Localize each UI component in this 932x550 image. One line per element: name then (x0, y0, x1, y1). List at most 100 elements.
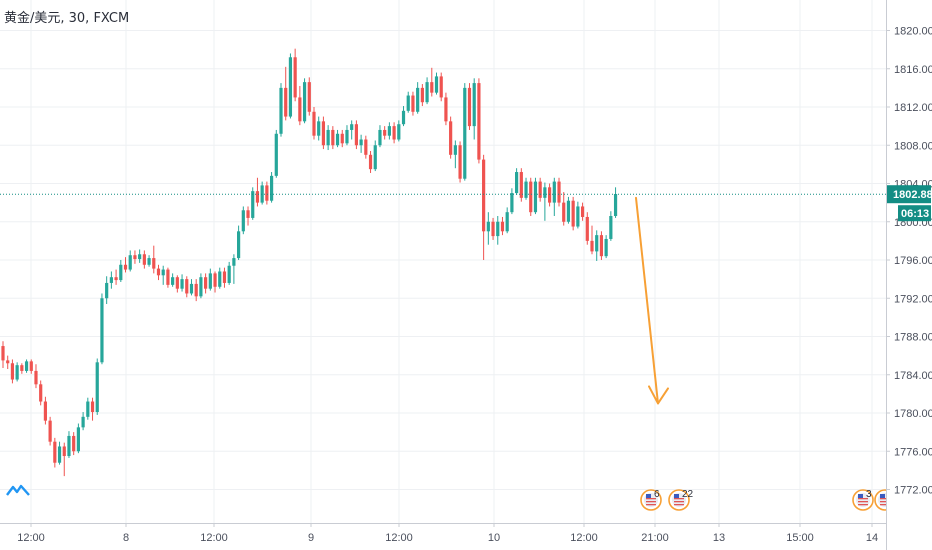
candle-down (20, 365, 24, 371)
price-tick-label: 1820.00 (894, 26, 932, 38)
time-tick-label: 13 (713, 532, 725, 544)
candle-up (180, 279, 184, 289)
candle-up (453, 145, 457, 155)
candle-down (293, 57, 297, 98)
time-tick-label: 12:00 (570, 532, 598, 544)
candle-up (147, 258, 151, 265)
candle-down (156, 268, 161, 276)
candle-up (161, 269, 165, 276)
candle-up (416, 87, 420, 112)
candle-down (477, 83, 481, 160)
forecast-arrow[interactable] (635, 196, 669, 405)
candle-down (255, 191, 260, 203)
price-tick-label: 1788.00 (894, 332, 932, 344)
event-flag-icon[interactable]: 22 (668, 489, 694, 511)
candle-up (510, 193, 514, 213)
candle-up (24, 361, 29, 371)
candle-down (34, 370, 38, 385)
candle-down (6, 360, 10, 364)
candle-up (486, 221, 490, 232)
candle-up (274, 133, 278, 176)
candle-up (505, 212, 509, 232)
candle-down (430, 82, 434, 93)
time-axis[interactable]: 12:00 8 12:00 9 12:00 10 12:00 21:00 13 15:00 14 (17, 523, 878, 544)
event-flag-icon[interactable]: 3 (852, 489, 874, 511)
candle-up (378, 129, 382, 146)
time-tick-label: 15:00 (786, 532, 814, 544)
candle-up (237, 231, 241, 259)
candle-up (279, 87, 283, 134)
candle-up (128, 255, 132, 270)
price-tick-label: 1796.00 (894, 255, 932, 267)
candle-down (213, 273, 217, 287)
time-tick-label: 14 (866, 532, 878, 544)
candle-down (222, 271, 227, 283)
candle-up (95, 362, 99, 413)
candle-series (1, 48, 618, 477)
ticker-label[interactable]: 黄金/美元, 30, FXCM (4, 11, 130, 26)
event-count: 3 (866, 489, 872, 500)
event-flag-icon[interactable]: 6 (640, 489, 662, 511)
candle-up (105, 282, 109, 299)
candle-down (383, 129, 387, 136)
candle-up (350, 124, 354, 130)
candle-up (171, 277, 175, 285)
candle-up (109, 277, 113, 283)
candle-down (354, 124, 358, 146)
tradingview-logo-icon[interactable] (5, 481, 31, 501)
candle-up (218, 271, 222, 287)
candle-down (312, 111, 316, 136)
candle-up (434, 76, 439, 93)
candle-down (321, 121, 326, 146)
candle-up (373, 145, 377, 170)
candle-down (152, 258, 156, 269)
candle-down (90, 401, 95, 413)
candle-up (401, 110, 406, 125)
candle-up (227, 265, 231, 283)
candle-up (81, 416, 85, 428)
candle-up (543, 187, 547, 198)
candle-down (449, 121, 453, 155)
price-axis-background[interactable] (886, 0, 932, 550)
candle-up (576, 206, 580, 227)
candle-down (519, 172, 523, 198)
time-tick-label: 21:00 (641, 532, 669, 544)
candle-up (199, 277, 203, 297)
candle-up (208, 273, 212, 289)
economic-events[interactable]: 6 22 3 (640, 489, 896, 511)
candle-up (86, 401, 90, 417)
candle-down (331, 129, 335, 146)
candle-up (100, 298, 104, 363)
candle-down (538, 181, 542, 198)
candle-up (119, 264, 123, 281)
candle-down (166, 269, 170, 285)
candle-up (269, 175, 274, 201)
candle-up (613, 194, 618, 217)
arrow-head (648, 385, 669, 405)
price-tick-label: 1816.00 (894, 64, 932, 76)
candle-down (599, 235, 604, 257)
candle-down (39, 384, 43, 402)
candle-down (1, 346, 5, 361)
price-tag: 1802.88 06:13 (887, 185, 932, 222)
price-tag-box (887, 185, 931, 204)
candle-up (232, 258, 236, 266)
candle-up (515, 172, 519, 194)
candle-down (444, 97, 448, 122)
candle-up (609, 216, 613, 239)
candle-up (397, 124, 401, 140)
candle-up (533, 181, 538, 213)
candle-down (185, 279, 189, 294)
time-tick-label: 12:00 (385, 532, 413, 544)
candle-down (114, 277, 118, 281)
candle-up (524, 181, 528, 198)
candle-down (467, 87, 472, 127)
candle-down (439, 76, 443, 98)
price-tick-label: 1776.00 (894, 446, 932, 458)
candle-down (562, 202, 566, 222)
candle-down (29, 361, 33, 371)
candle-up (241, 210, 245, 232)
candle-down (204, 277, 208, 289)
